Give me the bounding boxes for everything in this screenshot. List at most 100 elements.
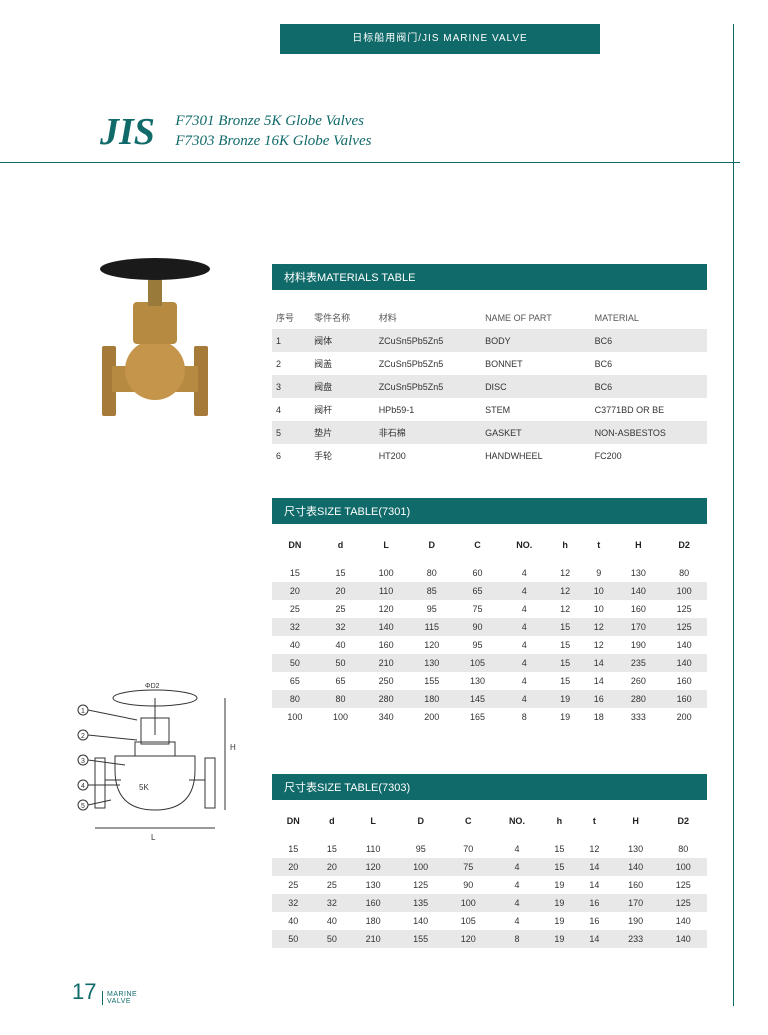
size-cell: 15 xyxy=(548,636,582,654)
size-cell: 15 xyxy=(542,840,577,858)
size-row: 505021013010541514235140 xyxy=(272,654,707,672)
size-cell: 4 xyxy=(500,564,548,582)
size-cell: 100 xyxy=(659,858,707,876)
materials-cell: DISC xyxy=(481,375,591,398)
size-cell: 18 xyxy=(582,708,616,726)
size-cell: 80 xyxy=(659,840,707,858)
size-cell: 160 xyxy=(661,690,707,708)
size-cell: 155 xyxy=(409,672,455,690)
size-cell: 19 xyxy=(542,912,577,930)
size-row: 656525015513041514260160 xyxy=(272,672,707,690)
materials-cell: 2 xyxy=(272,352,310,375)
size-cell: 110 xyxy=(363,582,409,600)
size-cell: 180 xyxy=(349,912,397,930)
size-th: L xyxy=(349,806,397,840)
materials-cell: BODY xyxy=(481,329,591,352)
size-cell: 165 xyxy=(455,708,501,726)
size-cell: 15 xyxy=(548,654,582,672)
section-size1-bar: 尺寸表SIZE TABLE(7301) xyxy=(272,498,707,524)
size-cell: 140 xyxy=(612,858,660,876)
size-th: NO. xyxy=(492,806,542,840)
size-cell: 160 xyxy=(349,894,397,912)
svg-text:ΦD2: ΦD2 xyxy=(145,683,160,690)
size-cell: 25 xyxy=(314,876,349,894)
size-th: DN xyxy=(272,530,318,564)
size-row: 323216013510041916170125 xyxy=(272,894,707,912)
size-cell: 50 xyxy=(318,654,364,672)
size-row: 808028018014541916280160 xyxy=(272,690,707,708)
size-cell: 16 xyxy=(582,690,616,708)
size-cell: 125 xyxy=(659,894,707,912)
svg-text:1: 1 xyxy=(81,708,85,715)
materials-cell: ZCuSn5Pb5Zn5 xyxy=(375,352,481,375)
size-cell: 130 xyxy=(616,564,662,582)
size-cell: 100 xyxy=(444,894,492,912)
size-cell: 14 xyxy=(577,930,612,948)
materials-cell: 3 xyxy=(272,375,310,398)
size-cell: 75 xyxy=(444,858,492,876)
size-cell: 130 xyxy=(349,876,397,894)
size-th: h xyxy=(542,806,577,840)
size-cell: 14 xyxy=(577,858,612,876)
size-th: D2 xyxy=(661,530,707,564)
materials-row: 2阀盖ZCuSn5Pb5Zn5BONNETBC6 xyxy=(272,352,707,375)
size-cell: 95 xyxy=(455,636,501,654)
size-th: C xyxy=(455,530,501,564)
size-cell: 100 xyxy=(397,858,445,876)
size-cell: 120 xyxy=(409,636,455,654)
size-row: 25251301259041914160125 xyxy=(272,876,707,894)
size-th: t xyxy=(582,530,616,564)
size-cell: 75 xyxy=(455,600,501,618)
size-cell: 65 xyxy=(272,672,318,690)
size-row: 2020110856541210140100 xyxy=(272,582,707,600)
size-cell: 65 xyxy=(455,582,501,600)
size-cell: 10 xyxy=(582,582,616,600)
size-cell: 100 xyxy=(272,708,318,726)
size-cell: 32 xyxy=(314,894,349,912)
size-cell: 233 xyxy=(612,930,660,948)
size-cell: 140 xyxy=(659,912,707,930)
size-cell: 160 xyxy=(363,636,409,654)
right-border-line xyxy=(733,24,734,1006)
size-th: C xyxy=(444,806,492,840)
svg-text:L: L xyxy=(151,833,156,842)
size-th: D xyxy=(409,530,455,564)
size-cell: 100 xyxy=(661,582,707,600)
size-cell: 4 xyxy=(500,654,548,672)
size-cell: 140 xyxy=(661,636,707,654)
size-cell: 90 xyxy=(444,876,492,894)
size-cell: 140 xyxy=(363,618,409,636)
size-cell: 120 xyxy=(363,600,409,618)
materials-cell: 阀盖 xyxy=(310,352,375,375)
size-th: d xyxy=(314,806,349,840)
materials-cell: ZCuSn5Pb5Zn5 xyxy=(375,375,481,398)
size-cell: 15 xyxy=(272,564,318,582)
size-cell: 16 xyxy=(577,912,612,930)
valve-photo xyxy=(80,258,230,448)
valve-diagram: 5K L H ΦD2 1 2 3 4 5 xyxy=(65,680,245,850)
size-cell: 10 xyxy=(582,600,616,618)
materials-cell: 垫片 xyxy=(310,421,375,444)
materials-head-row: 序号零件名称材料NAME OF PARTMATERIAL xyxy=(272,306,707,329)
size-cell: 14 xyxy=(577,876,612,894)
size-cell: 135 xyxy=(397,894,445,912)
title-line-2: F7303 Bronze 16K Globe Valves xyxy=(175,132,371,152)
materials-cell: BC6 xyxy=(591,352,707,375)
materials-cell: HPb59-1 xyxy=(375,398,481,421)
materials-cell: STEM xyxy=(481,398,591,421)
title-group: F7301 Bronze 5K Globe Valves F7303 Bronz… xyxy=(175,110,371,151)
size-row: 2525120957541210160125 xyxy=(272,600,707,618)
size-row: 10010034020016581918333200 xyxy=(272,708,707,726)
size-cell: 140 xyxy=(397,912,445,930)
size-th: D xyxy=(397,806,445,840)
materials-cell: 手轮 xyxy=(310,444,375,467)
size-cell: 12 xyxy=(548,600,582,618)
materials-cell: ZCuSn5Pb5Zn5 xyxy=(375,329,481,352)
svg-text:3: 3 xyxy=(81,758,85,765)
size-cell: 32 xyxy=(272,618,318,636)
size-cell: 19 xyxy=(548,708,582,726)
size-cell: 25 xyxy=(318,600,364,618)
size-cell: 90 xyxy=(455,618,501,636)
size-cell: 20 xyxy=(272,858,314,876)
size-cell: 160 xyxy=(612,876,660,894)
